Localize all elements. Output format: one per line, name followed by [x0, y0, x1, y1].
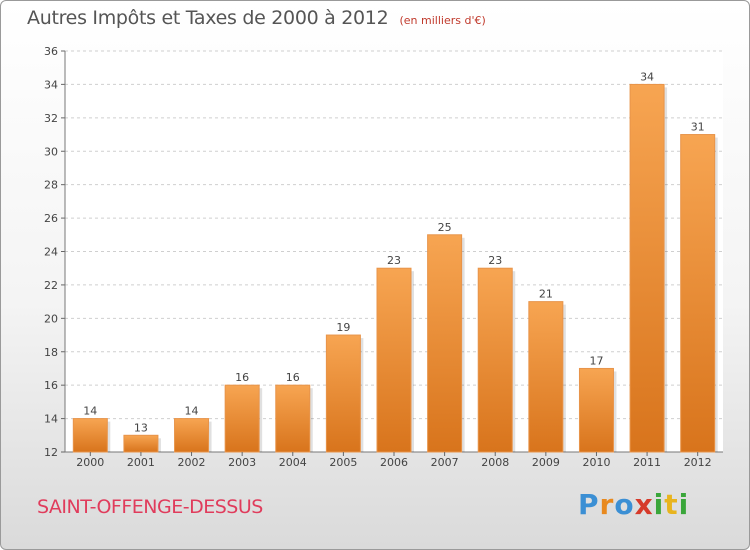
x-tick-label: 2007	[431, 456, 459, 469]
logo-letter: r	[599, 488, 615, 521]
bar	[123, 434, 159, 453]
bar-value-label: 17	[589, 354, 603, 367]
y-tick-label: 16	[44, 379, 58, 392]
bar-value-label: 14	[83, 405, 97, 418]
bar	[680, 134, 716, 453]
bar	[72, 418, 108, 453]
bar-value-label: 16	[235, 371, 249, 384]
bar-value-label: 13	[134, 421, 148, 434]
x-tick-label: 2012	[684, 456, 712, 469]
x-tick-label: 2000	[76, 456, 104, 469]
y-tick-label: 20	[44, 312, 58, 325]
bar-value-label: 34	[640, 70, 654, 83]
bar-value-label: 25	[438, 221, 452, 234]
logo-letter: t	[664, 488, 679, 521]
bar-value-label: 21	[539, 288, 553, 301]
bar-value-label: 14	[185, 405, 199, 418]
x-tick-label: 2009	[532, 456, 560, 469]
x-tick-label: 2011	[633, 456, 661, 469]
x-tick-label: 2003	[228, 456, 256, 469]
y-tick-label: 36	[44, 45, 58, 58]
x-tick-label: 2001	[127, 456, 155, 469]
logo-letter: i	[653, 488, 665, 521]
chart-title: Autres Impôts et Taxes de 2000 à 2012	[27, 7, 389, 29]
bar-value-label: 16	[286, 371, 300, 384]
bar-value-label: 23	[387, 254, 401, 267]
y-tick-label: 14	[44, 413, 58, 426]
bar	[427, 234, 463, 453]
bar-value-label: 23	[488, 254, 502, 267]
x-tick-label: 2006	[380, 456, 408, 469]
x-tick-label: 2008	[481, 456, 509, 469]
bar	[224, 384, 260, 453]
logo-letter: o	[614, 488, 635, 521]
bar	[528, 301, 564, 453]
y-tick-label: 22	[44, 279, 58, 292]
bar	[174, 418, 210, 453]
x-tick-label: 2004	[279, 456, 307, 469]
y-tick-label: 24	[44, 246, 58, 259]
x-tick-label: 2002	[178, 456, 206, 469]
bar-value-label: 31	[691, 121, 705, 134]
chart-unit-label: (en milliers d'€)	[399, 14, 486, 27]
bar	[325, 334, 361, 453]
bar	[275, 384, 311, 453]
y-tick-label: 28	[44, 179, 58, 192]
bar	[578, 367, 614, 453]
y-tick-label: 12	[44, 446, 58, 459]
y-tick-label: 34	[44, 78, 58, 91]
y-tick-label: 18	[44, 346, 58, 359]
proxiti-logo: Proxiti	[578, 488, 689, 521]
y-tick-label: 26	[44, 212, 58, 225]
x-tick-label: 2005	[329, 456, 357, 469]
bar-value-label: 19	[336, 321, 350, 334]
logo-letter: x	[634, 488, 654, 521]
y-tick-label: 32	[44, 112, 58, 125]
x-tick-label: 2010	[582, 456, 610, 469]
location-label: SAINT-OFFENGE-DESSUS	[37, 496, 263, 518]
bar	[629, 83, 665, 453]
logo-letter: P	[578, 488, 600, 521]
chart-title-block: Autres Impôts et Taxes de 2000 à 2012 (e…	[27, 7, 486, 29]
bar	[477, 267, 513, 453]
logo-letter: i	[678, 488, 690, 521]
bar	[376, 267, 412, 453]
y-tick-label: 30	[44, 145, 58, 158]
